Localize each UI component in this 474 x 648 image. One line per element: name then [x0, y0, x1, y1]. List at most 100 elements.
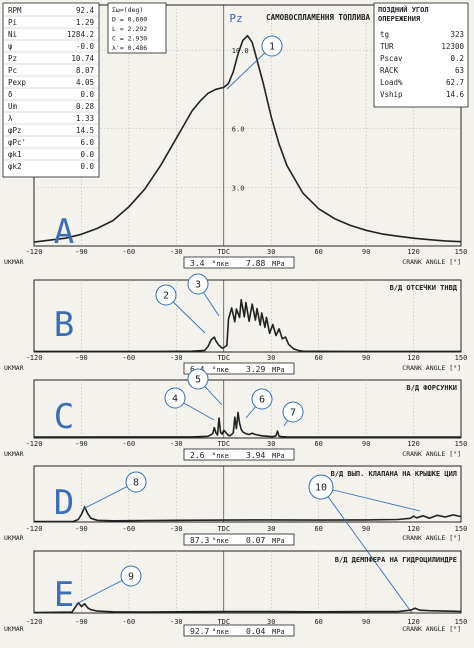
- y-tick-label: 10.0: [232, 47, 249, 55]
- x-axis-label: CRANK ANGLE [°]: [402, 450, 461, 458]
- readout-pressure-unit: MPa: [272, 628, 285, 636]
- axis-left-tag: UKMAR: [4, 450, 24, 458]
- x-tick-label: 30: [267, 248, 275, 256]
- callout-number: 4: [172, 394, 178, 405]
- x-tick-label: -60: [123, 248, 136, 256]
- readout-angle-value: 2.6: [190, 451, 205, 460]
- x-tick-label: -30: [170, 248, 183, 256]
- panel-c: -120 -90 -60 -30 TDC 30 60 90 120 150 UKMAR CRANK A…: [4, 368, 467, 461]
- readout-pressure-value: 0.07: [246, 536, 265, 545]
- panel-frame: [33, 379, 462, 439]
- panel-letter: C: [54, 397, 74, 437]
- x-axis-label: CRANK ANGLE [°]: [402, 534, 461, 542]
- callout-number: 6: [259, 395, 265, 406]
- x-tick-label: 60: [314, 618, 322, 626]
- params-left-table: RPM 92.4 Pi 1.29 Ni 1284.2 ψ -0.0 Pz 10.74 Pc 8.07 P…: [2, 2, 100, 178]
- callout-circle: [251, 388, 273, 410]
- x-tick-label: 90: [362, 440, 370, 448]
- param-value: 0.2: [450, 54, 464, 63]
- param-name: Pexp: [8, 78, 27, 87]
- param-mid-line: C = 2.930: [112, 35, 147, 43]
- panel-frame: [33, 550, 462, 614]
- x-tick-label: 60: [314, 354, 322, 362]
- callout-circle: [155, 284, 177, 306]
- x-tick-label: 120: [407, 618, 420, 626]
- readout-box: [183, 256, 295, 269]
- y-tick-label: 3.0: [232, 184, 245, 192]
- panel-e: -120 -90 -60 -30 TDC 30 60 90 120 150 UKMAR CRANK A…: [4, 550, 467, 637]
- callout-circle: [120, 565, 142, 587]
- callout-number: 9: [128, 572, 134, 583]
- panel-frame: [33, 465, 462, 523]
- params-right-title: ПОЗДНИЙ УГОЛ: [378, 5, 429, 14]
- param-mid-line: λ'= 0.486: [112, 44, 147, 52]
- param-name: φPz: [8, 126, 22, 135]
- x-tick-label: TDC: [217, 440, 230, 448]
- x-tick-label: 30: [267, 525, 275, 533]
- x-tick-label: -120: [26, 525, 43, 533]
- x-axis-label: CRANK ANGLE [°]: [402, 258, 461, 266]
- x-axis-label: CRANK ANGLE [°]: [402, 625, 461, 633]
- x-tick-label: -120: [26, 354, 43, 362]
- pz-label: Pz: [229, 12, 242, 25]
- x-tick-label: -30: [170, 354, 183, 362]
- x-tick-label: 90: [362, 354, 370, 362]
- panel-title: В/Д ДЕМПФЕРА НА ГИДРОЦИЛИНДРЕ: [335, 556, 457, 564]
- callout-circle: [282, 401, 304, 423]
- x-tick-label: -90: [75, 248, 88, 256]
- panel-b: -120 -90 -60 -30 TDC 30 60 90 120 150 UKMAR CRANK A…: [4, 273, 468, 375]
- param-name: ψ: [8, 42, 13, 51]
- callout-leader: [320, 486, 413, 614]
- x-tick-label: -120: [26, 440, 43, 448]
- param-name: Pc: [8, 66, 17, 75]
- param-value: 62.7: [446, 78, 464, 87]
- param-mid-line: Σω=(deg): [112, 6, 143, 14]
- params-right-subtitle: ОПЕРЕЖЕНИЯ: [378, 15, 420, 23]
- param-value: 92.4: [76, 6, 95, 15]
- x-tick-label: 30: [267, 618, 275, 626]
- param-value: 8.07: [76, 66, 94, 75]
- panel-title: В/Д ВЫП. КЛАПАНА НА КРЫШКЕ ЦИЛ: [331, 470, 457, 478]
- x-tick-label: -90: [75, 525, 88, 533]
- x-tick-label: -60: [123, 618, 136, 626]
- param-mid-line: L = 2.292: [112, 25, 147, 33]
- param-name: λ: [8, 114, 13, 123]
- x-tick-label: -120: [26, 618, 43, 626]
- param-value: 10.74: [71, 54, 94, 63]
- panel-d: -120 -90 -60 -30 TDC 30 60 90 120 150 UKMAR CRANK A…: [4, 465, 468, 614]
- x-tick-label: 90: [362, 525, 370, 533]
- x-tick-label: TDC: [217, 618, 230, 626]
- axis-left-tag: UKMAR: [4, 364, 24, 372]
- readout-box: [183, 362, 295, 375]
- x-tick-label: -60: [123, 354, 136, 362]
- param-name: Um: [8, 102, 18, 111]
- series-line: [34, 299, 461, 353]
- readout-angle-unit: °пке: [212, 260, 229, 268]
- series-line: [33, 601, 462, 614]
- callout-number: 7: [290, 408, 296, 419]
- x-tick-label: 60: [314, 440, 322, 448]
- callout-number: 3: [195, 280, 201, 291]
- readout-pressure-unit: MPa: [272, 260, 285, 268]
- x-axis-label: CRANK ANGLE [°]: [402, 364, 461, 372]
- param-name: Ni: [8, 30, 17, 39]
- param-name: Load%: [380, 78, 403, 87]
- callout-circle: [164, 387, 186, 409]
- x-tick-label: -60: [123, 440, 136, 448]
- param-value: 63: [455, 66, 464, 75]
- x-tick-label: 150: [455, 354, 468, 362]
- x-tick-label: -30: [170, 525, 183, 533]
- panel-title: В/Д ОТСЕЧКИ ТНВД: [390, 284, 458, 292]
- param-name: φk1: [8, 150, 22, 159]
- callout-circle: [261, 35, 283, 57]
- callout-number: 1: [269, 42, 275, 53]
- x-tick-label: 150: [455, 525, 468, 533]
- readout-angle-value: 87.3: [190, 536, 209, 545]
- params-mid-box: [107, 2, 167, 54]
- param-value: 0.0: [80, 150, 94, 159]
- readout-pressure-unit: MPa: [272, 366, 285, 374]
- readout-pressure-unit: MPa: [272, 537, 285, 545]
- callout-circle: [125, 471, 147, 493]
